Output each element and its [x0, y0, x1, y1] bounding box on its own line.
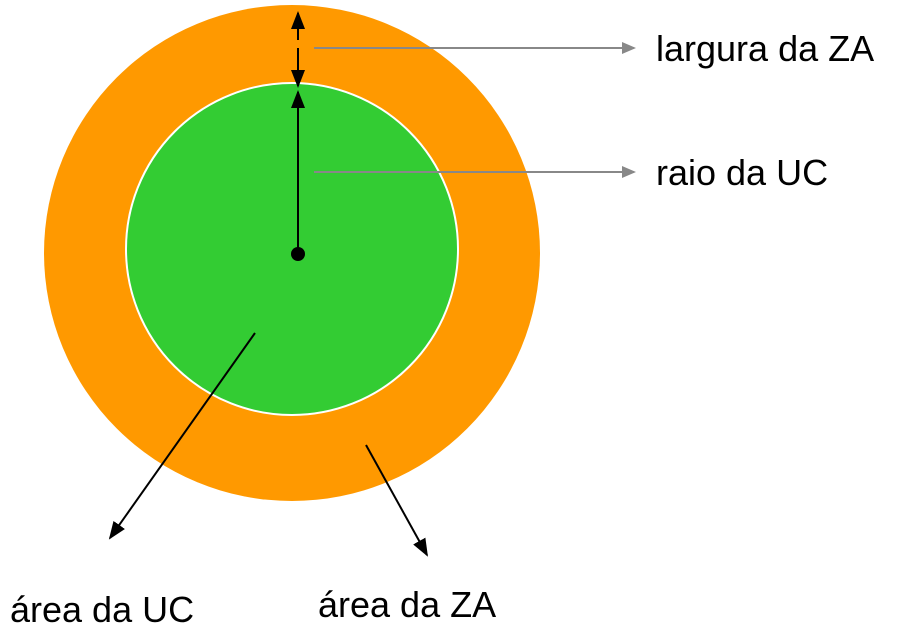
uc-area-pointer: [108, 332, 256, 540]
uc-circle: [125, 82, 459, 416]
label: raio da UC: [656, 152, 828, 193]
center-dot: [291, 247, 305, 261]
label: área da ZA: [318, 584, 496, 625]
label: área da UC: [10, 589, 194, 630]
za-area-pointer: [365, 444, 428, 557]
label: largura da ZA: [656, 28, 874, 69]
